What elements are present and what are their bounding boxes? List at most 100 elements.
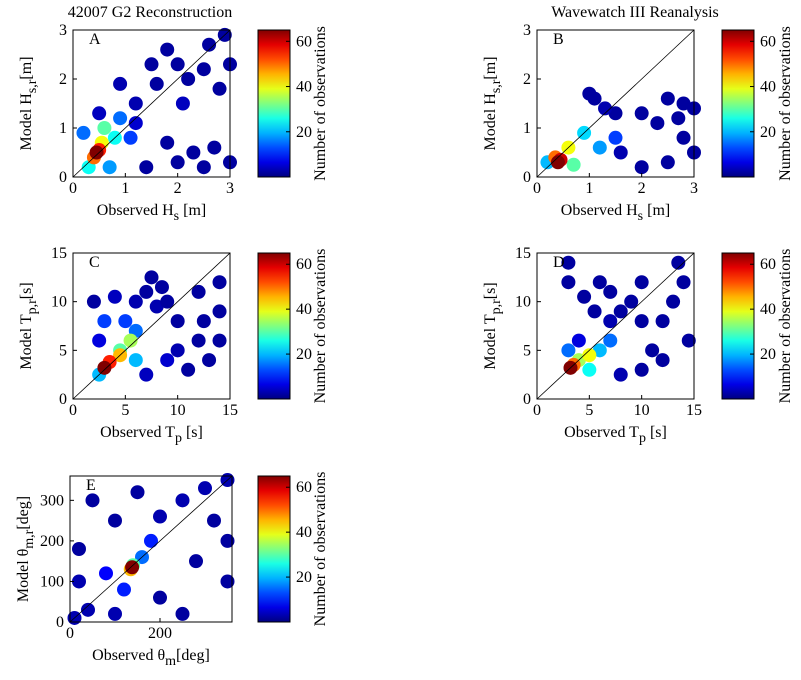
- point: [97, 360, 112, 375]
- point: [113, 111, 128, 126]
- point: [666, 294, 681, 309]
- point: [550, 155, 565, 170]
- y-tick-label: 5: [59, 342, 67, 359]
- point: [175, 606, 190, 621]
- panel-letter: B: [553, 31, 564, 48]
- panel-letter: A: [89, 31, 101, 48]
- x-tick-label: 0: [533, 402, 541, 419]
- panel-title: 42007 G2 Reconstruction: [68, 4, 232, 21]
- point: [582, 348, 597, 363]
- y-tick-label: 1: [59, 120, 67, 137]
- point: [117, 582, 131, 597]
- point: [582, 362, 597, 377]
- x-tick-label: 10: [170, 402, 186, 419]
- colorbar-tick-label: 60: [296, 256, 312, 273]
- x-tick-label: 3: [226, 180, 234, 197]
- point: [202, 353, 217, 368]
- colorbar-label: Number of observations: [777, 26, 794, 181]
- label-text: Model H: [18, 93, 35, 151]
- point: [108, 606, 122, 621]
- points: [76, 27, 237, 175]
- point: [108, 513, 122, 528]
- colorbar: [257, 29, 291, 178]
- point: [671, 255, 686, 270]
- point: [660, 91, 675, 106]
- point: [130, 485, 145, 500]
- x-axis-label: Observed Tp [s]: [100, 424, 203, 446]
- label-text: Observed T: [100, 424, 175, 441]
- label-text: Model θ: [15, 549, 32, 602]
- point: [613, 145, 628, 160]
- y-tick-label: 0: [56, 614, 64, 631]
- colorbar-tick-label: 40: [296, 524, 312, 541]
- point: [153, 590, 167, 605]
- point: [113, 76, 128, 91]
- x-tick-label: 3: [690, 180, 698, 197]
- label-subscript: s: [638, 209, 643, 224]
- point: [139, 284, 154, 299]
- identity-line: [72, 252, 231, 400]
- point: [196, 160, 211, 175]
- point: [603, 333, 618, 348]
- point: [598, 101, 613, 116]
- point: [89, 145, 104, 160]
- x-tick-label: 15: [222, 402, 238, 419]
- point: [128, 116, 143, 131]
- y-tick-label: 0: [59, 169, 67, 186]
- point: [592, 140, 607, 155]
- point: [212, 304, 227, 319]
- point: [202, 37, 217, 52]
- y-axis-label: Model θm,r[deg]: [15, 496, 37, 602]
- point: [634, 314, 649, 329]
- colorbar-tick-label: 60: [760, 256, 776, 273]
- x-axis-label: Observed θm[deg]: [92, 647, 210, 669]
- point: [175, 96, 190, 111]
- label-subscript: p: [175, 431, 182, 446]
- point: [128, 96, 143, 111]
- label-text: Observed H: [561, 202, 638, 219]
- y-tick-label: 15: [515, 245, 531, 262]
- y-tick-label: 5: [523, 342, 531, 359]
- point: [561, 255, 576, 270]
- point: [170, 343, 185, 358]
- point: [160, 353, 175, 368]
- colorbar-tick-label: 40: [296, 301, 312, 318]
- point: [144, 533, 158, 548]
- point: [634, 275, 649, 290]
- y-tick-label: 200: [40, 533, 64, 550]
- point: [144, 57, 159, 72]
- colorbar: [721, 252, 755, 400]
- label-text: Observed T: [564, 424, 639, 441]
- point: [139, 367, 154, 382]
- point: [76, 125, 91, 140]
- point: [181, 362, 196, 377]
- point: [220, 533, 235, 548]
- y-tick-label: 0: [523, 169, 531, 186]
- label-text: Observed H: [97, 202, 174, 219]
- colorbar-tick-label: 20: [760, 346, 776, 363]
- label-subscript: s,r: [489, 79, 504, 93]
- x-axis-label: Observed Hs [m]: [561, 202, 670, 224]
- point: [92, 106, 107, 121]
- point: [153, 509, 167, 524]
- point: [212, 333, 227, 348]
- label-text: [s]: [646, 424, 667, 441]
- point: [608, 130, 623, 145]
- point: [198, 481, 212, 496]
- point: [681, 333, 696, 348]
- y-tick-label: 15: [51, 245, 67, 262]
- point: [212, 275, 227, 290]
- point: [645, 343, 660, 358]
- point: [634, 362, 649, 377]
- axes-box: [69, 475, 233, 623]
- colorbar: [721, 29, 755, 178]
- y-tick-label: 300: [40, 492, 64, 509]
- point: [149, 299, 164, 314]
- point: [128, 294, 143, 309]
- label-text: Model H: [482, 93, 499, 151]
- points: [67, 473, 235, 625]
- label-subscript: m,r: [22, 529, 37, 548]
- point: [592, 275, 607, 290]
- label-text: Model T: [482, 314, 499, 369]
